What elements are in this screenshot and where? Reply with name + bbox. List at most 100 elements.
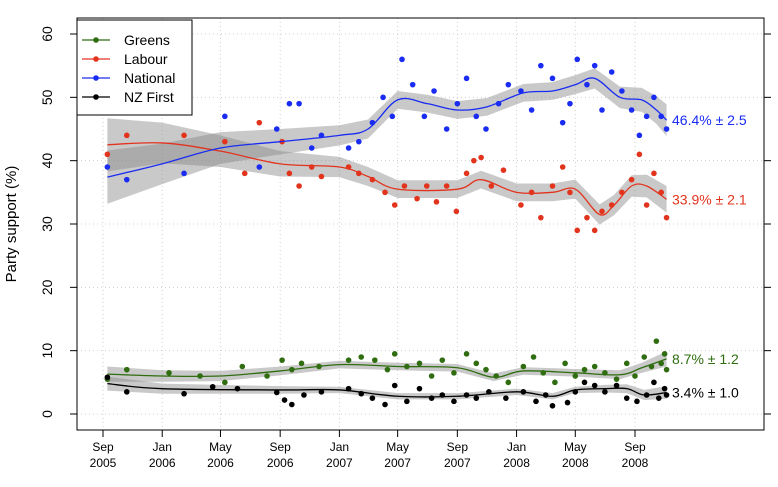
x-tick-year: 2008 xyxy=(503,456,530,470)
poll-point-labour xyxy=(222,138,228,145)
poll-point-greens xyxy=(505,379,512,386)
x-tick-year: 2007 xyxy=(444,456,471,470)
x-tick-year: 2008 xyxy=(622,456,649,470)
poll-point-nz-first xyxy=(581,379,588,386)
poll-point-national xyxy=(643,113,650,120)
poll-point-nz-first xyxy=(301,392,307,398)
poll-point-national xyxy=(286,100,293,107)
poll-point-greens xyxy=(298,360,305,367)
x-tick-year: 2007 xyxy=(384,456,411,470)
poll-point-nz-first xyxy=(623,395,630,401)
poll-point-national xyxy=(559,119,566,126)
poll-point-labour xyxy=(500,167,507,173)
poll-point-labour xyxy=(443,183,450,189)
poll-point-national xyxy=(567,100,573,107)
poll-point-nz-first xyxy=(634,398,640,405)
poll-point-nz-first xyxy=(281,397,288,403)
legend-marker-national xyxy=(93,75,99,81)
confidence-band-nz-first xyxy=(107,376,667,401)
poll-point-greens xyxy=(663,366,670,373)
poll-point-greens xyxy=(264,373,270,379)
poll-point-labour xyxy=(256,119,263,126)
x-tick-month: Sep xyxy=(92,440,114,454)
poll-point-nz-first xyxy=(661,385,668,392)
trend-line-labour xyxy=(107,142,667,216)
x-tick-month: Sep xyxy=(624,440,646,454)
poll-point-national xyxy=(584,81,590,88)
poll-point-greens xyxy=(483,366,489,373)
poll-point-national xyxy=(549,75,556,82)
poll-point-nz-first xyxy=(533,398,539,405)
poll-point-national xyxy=(619,88,625,94)
poll-point-national xyxy=(421,113,428,120)
poll-point-national xyxy=(591,62,598,69)
poll-point-labour xyxy=(591,227,598,234)
poll-point-greens xyxy=(581,366,588,373)
poll-point-national xyxy=(483,126,489,132)
poll-point-nz-first xyxy=(209,383,216,390)
end-label-nz-first: 3.4% ± 1.0 xyxy=(672,384,739,400)
poll-point-nz-first xyxy=(318,389,325,395)
poll-point-nz-first xyxy=(428,395,435,401)
poll-point-labour xyxy=(567,189,573,196)
poll-point-greens xyxy=(562,360,568,367)
end-labels: 8.7% ± 1.2 33.9% ± 2.1 46.4% ± 2.5 3.4% ± 1… xyxy=(672,112,747,400)
x-tick-year: 2006 xyxy=(149,456,176,470)
poll-point-nz-first xyxy=(416,385,423,392)
poll-point-greens xyxy=(473,360,480,367)
poll-point-greens xyxy=(632,373,638,379)
poll-point-labour xyxy=(401,183,408,189)
poll-point-labour xyxy=(478,154,484,161)
poll-point-national xyxy=(599,107,605,113)
poll-point-national xyxy=(222,113,228,120)
poll-point-labour xyxy=(391,202,398,208)
trend-line-greens xyxy=(107,358,667,378)
poll-point-greens xyxy=(552,379,558,386)
poll-point-nz-first xyxy=(404,398,410,405)
poll-point-national xyxy=(389,113,396,120)
poll-points xyxy=(104,56,670,409)
poll-point-labour xyxy=(584,214,590,221)
poll-point-labour xyxy=(636,151,643,158)
poll-point-labour xyxy=(296,183,302,189)
poll-point-national xyxy=(431,88,437,94)
poll-point-greens xyxy=(428,373,435,379)
poll-point-greens xyxy=(372,357,378,363)
end-label-labour: 33.9% ± 2.1 xyxy=(672,191,747,207)
poll-point-national xyxy=(443,126,450,132)
x-tick-month: May xyxy=(386,440,409,454)
legend-label-national: National xyxy=(124,70,175,86)
poll-point-greens xyxy=(439,357,446,363)
poll-point-national xyxy=(538,62,544,69)
poll-point-greens xyxy=(623,360,630,367)
x-tick-year: 2008 xyxy=(562,456,589,470)
x-tick-month: Jan xyxy=(153,440,172,454)
end-label-national: 46.4% ± 2.5 xyxy=(672,112,747,128)
trend-lines xyxy=(107,77,668,398)
poll-point-labour xyxy=(518,202,524,208)
poll-point-national xyxy=(658,113,665,120)
poll-point-nz-first xyxy=(503,395,509,401)
legend-label-labour: Labour xyxy=(124,51,168,67)
legend-label-nz-first: NZ First xyxy=(124,89,174,105)
poll-point-labour xyxy=(643,202,650,208)
poll-point-greens xyxy=(279,357,285,363)
y-tick-label: 10 xyxy=(39,343,55,359)
poll-point-greens xyxy=(384,366,391,373)
poll-point-greens xyxy=(358,354,365,360)
poll-point-nz-first xyxy=(473,395,480,401)
legend-marker-greens xyxy=(93,37,99,43)
poll-point-national xyxy=(454,100,461,107)
legend-marker-nz-first xyxy=(93,94,99,100)
poll-point-nz-first xyxy=(602,389,608,395)
poll-point-labour xyxy=(241,170,248,177)
poll-point-greens xyxy=(520,363,527,370)
poll-point-national xyxy=(574,56,581,63)
poll-point-national xyxy=(296,100,302,107)
poll-point-labour xyxy=(382,189,388,196)
poll-point-labour xyxy=(628,176,635,183)
poll-point-nz-first xyxy=(382,401,388,408)
poll-point-labour xyxy=(433,199,440,205)
poll-point-national xyxy=(518,88,524,94)
poll-point-labour xyxy=(423,183,430,189)
